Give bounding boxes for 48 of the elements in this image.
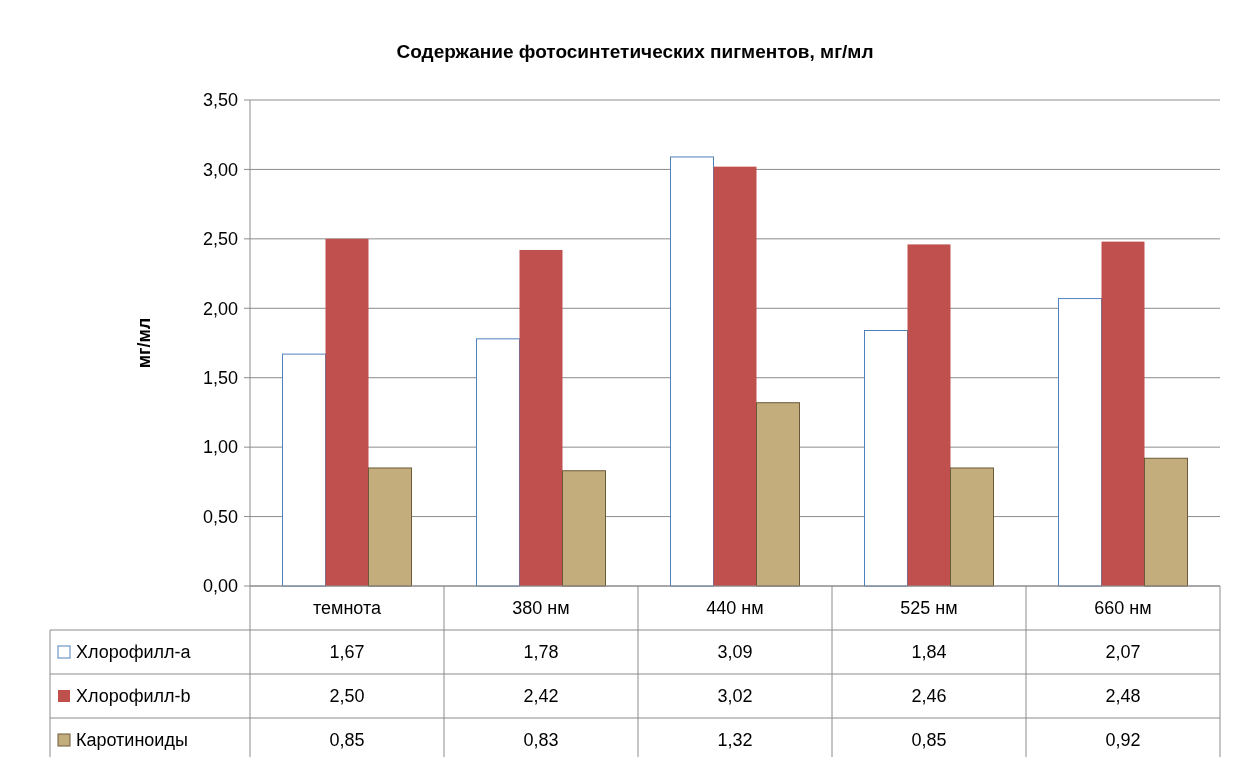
y-tick-label: 1,00	[202, 437, 238, 458]
y-axis-title: мг/мл	[134, 317, 154, 369]
legend-label: Каротиноиды	[76, 730, 188, 751]
legend-label: Хлорофилл-b	[76, 686, 191, 707]
bar	[713, 166, 757, 586]
bar	[756, 402, 800, 587]
bar	[368, 467, 412, 587]
data-label: 0,92	[1105, 730, 1141, 751]
y-tick-label: 1,50	[202, 368, 238, 389]
data-label: 0,85	[911, 730, 947, 751]
y-tick-label: 0,50	[202, 506, 238, 527]
chart-title: Содержание фотосинтетических пигментов, мг/мл	[396, 41, 874, 62]
bar	[282, 353, 326, 587]
bar	[562, 470, 606, 587]
data-label: 1,78	[523, 642, 559, 663]
bar	[519, 249, 563, 586]
bar	[950, 467, 994, 587]
data-label: 1,32	[717, 730, 753, 751]
bar	[325, 238, 369, 586]
x-tick-label: 660 нм	[1094, 598, 1152, 619]
y-tick-label: 3,00	[202, 159, 238, 180]
y-tick-label: 0,00	[202, 576, 238, 597]
x-tick-label: темнота	[312, 598, 382, 619]
x-tick-label: 440 нм	[706, 598, 764, 619]
data-label: 2,46	[911, 686, 947, 707]
data-label: 3,02	[717, 686, 753, 707]
data-label: 2,50	[329, 686, 365, 707]
y-tick-label: 2,50	[202, 229, 238, 250]
bar	[476, 338, 520, 587]
data-label: 2,48	[1105, 686, 1141, 707]
bar	[670, 156, 714, 587]
x-tick-label: 525 нм	[900, 598, 958, 619]
data-label: 0,85	[329, 730, 365, 751]
data-label: 2,07	[1105, 642, 1141, 663]
bar	[864, 330, 908, 587]
legend-label: Хлорофилл-a	[76, 642, 192, 663]
y-tick-label: 2,00	[202, 298, 238, 319]
data-label: 3,09	[717, 642, 753, 663]
bar	[907, 244, 951, 586]
bar	[1058, 298, 1102, 587]
data-label: 0,83	[523, 730, 559, 751]
bar	[1144, 457, 1188, 587]
data-label: 1,67	[329, 642, 365, 663]
x-tick-label: 380 нм	[512, 598, 570, 619]
data-label: 1,84	[911, 642, 947, 663]
data-label: 2,42	[523, 686, 559, 707]
bar	[1101, 241, 1145, 586]
y-tick-label: 3,50	[202, 90, 238, 111]
